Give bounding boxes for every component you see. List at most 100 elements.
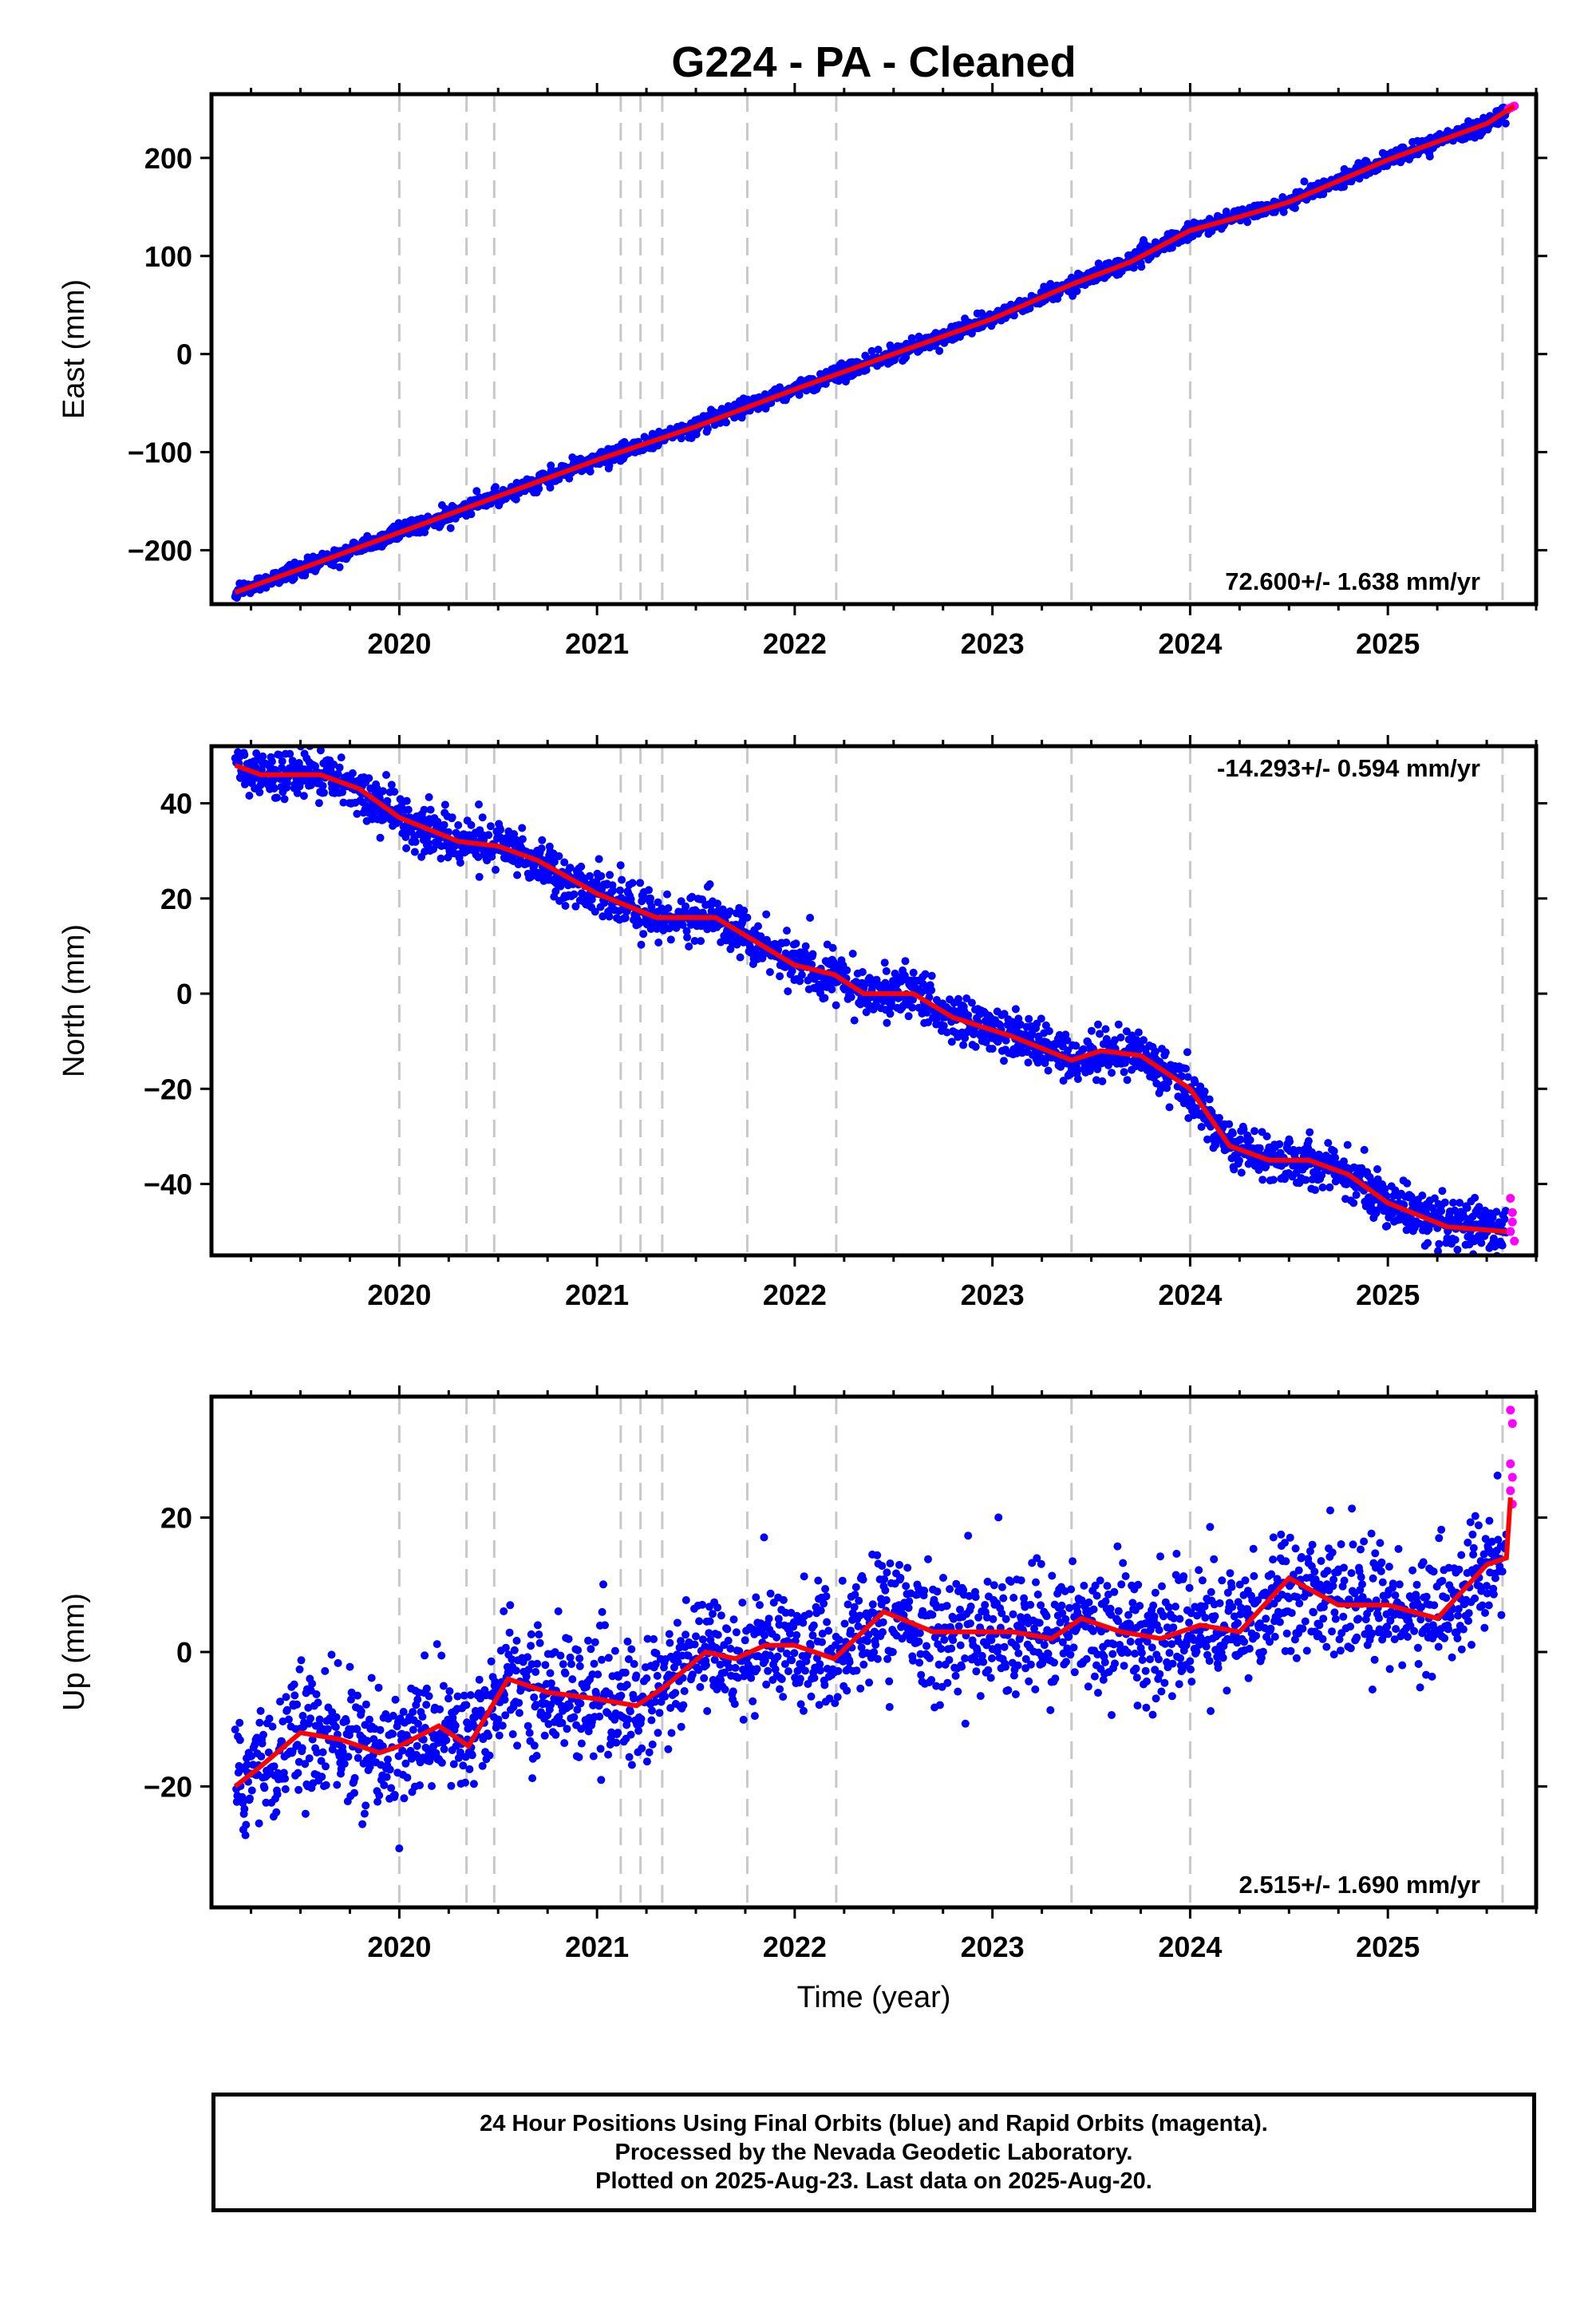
final-orbit-point xyxy=(1228,1129,1237,1138)
final-orbit-point xyxy=(264,1748,273,1757)
final-orbit-point xyxy=(231,1725,239,1734)
x-tick-label: 2020 xyxy=(367,627,431,660)
final-orbit-point xyxy=(263,725,271,733)
final-orbit-point xyxy=(376,1725,385,1734)
final-orbit-point xyxy=(317,1757,326,1765)
final-orbit-point xyxy=(685,943,693,951)
final-orbit-point xyxy=(1243,218,1252,227)
final-orbit-point xyxy=(375,1791,384,1800)
final-orbit-point xyxy=(334,1658,342,1667)
final-orbit-point xyxy=(286,749,294,758)
final-orbit-point xyxy=(238,1792,247,1801)
final-orbit-point xyxy=(636,918,645,927)
final-orbit-point xyxy=(446,524,455,532)
final-orbit-point xyxy=(486,822,495,831)
final-orbit-point xyxy=(1009,311,1018,320)
final-orbit-point xyxy=(1437,1207,1446,1215)
final-orbit-point xyxy=(467,510,476,519)
final-orbit-point xyxy=(456,1748,464,1757)
final-orbit-point xyxy=(883,1018,891,1027)
final-orbit-point xyxy=(518,835,527,844)
final-orbit-point xyxy=(456,859,464,867)
final-orbit-point xyxy=(1055,1030,1064,1039)
final-orbit-point xyxy=(1471,1193,1479,1202)
final-orbit-point xyxy=(606,871,614,879)
final-orbit-point xyxy=(297,1656,306,1665)
final-orbit-point xyxy=(664,904,673,912)
final-orbit-point xyxy=(267,757,276,766)
x-tick-label: 2025 xyxy=(1356,627,1420,660)
final-orbit-point xyxy=(403,1773,412,1782)
final-orbit-point xyxy=(1122,1027,1131,1036)
final-orbit-point xyxy=(501,1643,510,1652)
final-orbit-point xyxy=(654,898,662,907)
final-orbit-point xyxy=(740,907,749,915)
final-orbit-point xyxy=(501,1711,510,1720)
final-orbit-point xyxy=(233,724,241,732)
final-orbit-point xyxy=(678,921,687,929)
final-orbit-point xyxy=(681,902,690,911)
final-orbit-point xyxy=(274,1769,282,1777)
final-orbit-point xyxy=(538,836,547,844)
final-orbit-point xyxy=(1425,152,1434,161)
final-orbit-point xyxy=(466,1691,475,1699)
final-orbit-point xyxy=(1137,263,1146,271)
north-model-line xyxy=(234,763,1507,1235)
final-orbit-point xyxy=(1372,1208,1381,1217)
final-orbit-point xyxy=(411,837,420,846)
final-orbit-point xyxy=(713,899,722,908)
final-orbit-point xyxy=(1349,1199,1358,1207)
final-orbit-point xyxy=(754,922,762,931)
final-orbit-point xyxy=(1352,1191,1361,1199)
final-orbit-point xyxy=(570,890,579,899)
final-orbit-point xyxy=(373,1797,382,1806)
final-orbit-point xyxy=(792,939,800,948)
final-orbit-point xyxy=(400,1794,409,1803)
final-orbit-point xyxy=(1239,1125,1248,1134)
final-orbit-point xyxy=(295,1665,304,1674)
final-orbit-point xyxy=(609,886,618,895)
final-orbit-point xyxy=(736,953,745,962)
final-orbit-point xyxy=(257,1752,266,1761)
final-orbit-point xyxy=(442,1736,451,1745)
final-orbit-point xyxy=(1211,1140,1220,1149)
final-orbit-point xyxy=(1418,1192,1427,1199)
final-orbit-point xyxy=(722,418,730,427)
rapid-orbit-point xyxy=(1510,1236,1519,1246)
final-orbit-point xyxy=(361,1700,370,1709)
final-orbit-point xyxy=(472,487,481,496)
final-orbit-point xyxy=(340,1760,349,1768)
final-orbit-point xyxy=(365,1762,374,1771)
y-tick-label: −20 xyxy=(144,1073,192,1105)
final-orbit-point xyxy=(1111,1036,1119,1045)
final-orbit-point xyxy=(939,1022,948,1030)
final-orbit-point xyxy=(918,980,927,988)
final-orbit-point xyxy=(1475,1203,1483,1211)
final-orbit-point xyxy=(872,975,881,984)
north-x-ticks: 2020 2021 2022 2023 2024 2025 xyxy=(250,735,1538,1311)
x-tick-label: 2021 xyxy=(565,1279,629,1311)
final-orbit-point xyxy=(378,1742,387,1751)
final-orbit-point xyxy=(1331,1153,1340,1162)
final-orbit-point xyxy=(440,820,448,829)
final-orbit-point xyxy=(404,805,413,814)
final-orbit-point xyxy=(273,793,281,802)
x-tick-label: 2024 xyxy=(1158,627,1222,660)
final-orbit-point xyxy=(927,971,936,980)
east-x-ticks: 2020 2021 2022 2023 2024 2025 xyxy=(250,83,1538,660)
final-orbit-point xyxy=(921,970,930,978)
final-orbit-point xyxy=(474,853,483,861)
final-orbit-point xyxy=(498,1721,507,1730)
final-orbit-point xyxy=(1093,1065,1102,1073)
final-orbit-point xyxy=(293,788,302,797)
final-orbit-point xyxy=(1064,1046,1072,1055)
final-orbit-point xyxy=(1360,1145,1369,1154)
final-orbit-point xyxy=(402,844,411,852)
final-orbit-point xyxy=(460,1691,468,1700)
final-orbit-point xyxy=(1108,1069,1116,1077)
final-orbit-point xyxy=(1114,1020,1123,1029)
final-orbit-point xyxy=(688,892,697,901)
final-orbit-point xyxy=(1290,204,1299,212)
final-orbit-point xyxy=(492,865,500,874)
final-orbit-point xyxy=(413,1695,422,1704)
